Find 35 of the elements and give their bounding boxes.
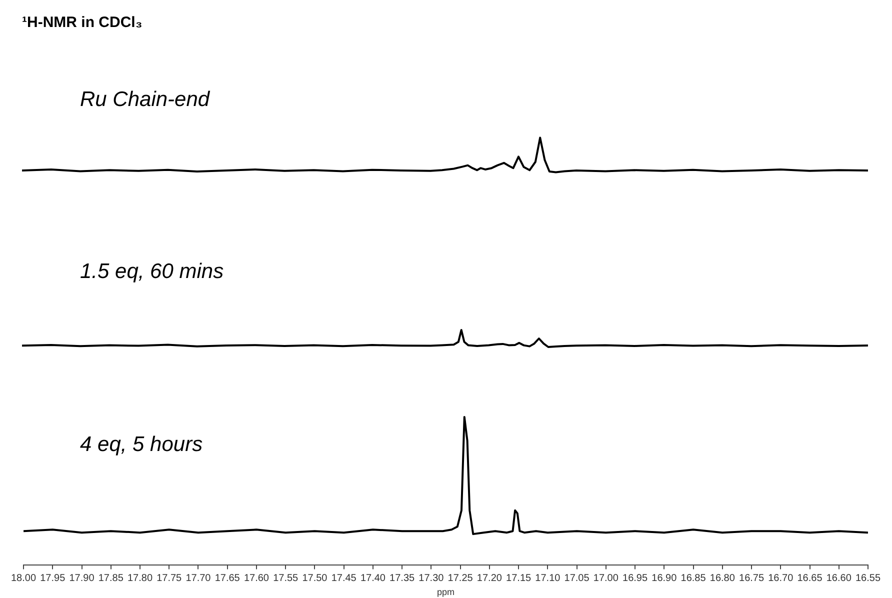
x-tick-label: 17.05: [564, 572, 590, 584]
x-tick-label: 17.65: [214, 572, 240, 584]
x-tick-label: 17.75: [156, 572, 182, 584]
x-tick-label: 18.00: [10, 572, 36, 584]
annotation: 4 eq, 5 hours: [80, 432, 204, 456]
x-tick-label: 17.25: [448, 572, 474, 584]
x-tick-label: 17.90: [69, 572, 95, 584]
x-tick-label: 17.15: [506, 572, 532, 584]
x-tick-label: 17.10: [535, 572, 561, 584]
x-tick-label: 16.80: [710, 572, 736, 584]
chart-title: ¹H-NMR in CDCl₃: [22, 14, 142, 32]
x-tick-label: 17.40: [360, 572, 386, 584]
x-tick-label: 16.60: [826, 572, 852, 584]
x-tick-label: 17.55: [273, 572, 299, 584]
x-tick-label: 17.50: [302, 572, 328, 584]
x-tick-label: 16.85: [680, 572, 706, 584]
x-tick-label: 16.65: [797, 572, 823, 584]
x-tick-label: 16.55: [855, 572, 881, 584]
x-tick-label: 16.95: [622, 572, 648, 584]
x-tick-label: 16.90: [652, 572, 678, 584]
x-tick-label: 17.80: [127, 572, 153, 584]
text: 1.5 eq, 60 mins: [80, 260, 224, 283]
x-tick-label: 16.75: [739, 572, 764, 584]
x-tick-label: 17.95: [40, 572, 66, 584]
x-tick-label: 17.45: [331, 572, 357, 584]
x-tick-label: 16.70: [768, 572, 794, 584]
x-tick-label: 17.00: [593, 572, 619, 584]
x-tick-label: 17.70: [186, 572, 212, 584]
x-tick-label: 17.60: [244, 572, 270, 584]
x-axis-title: ppm: [437, 587, 455, 598]
x-tick-label: 17.85: [98, 572, 124, 584]
x-tick-label: 17.30: [418, 572, 444, 584]
x-tick-label: 17.35: [390, 572, 416, 584]
x-tick-label: 17.20: [476, 572, 502, 584]
text: Ru Chain-end: [80, 88, 211, 111]
